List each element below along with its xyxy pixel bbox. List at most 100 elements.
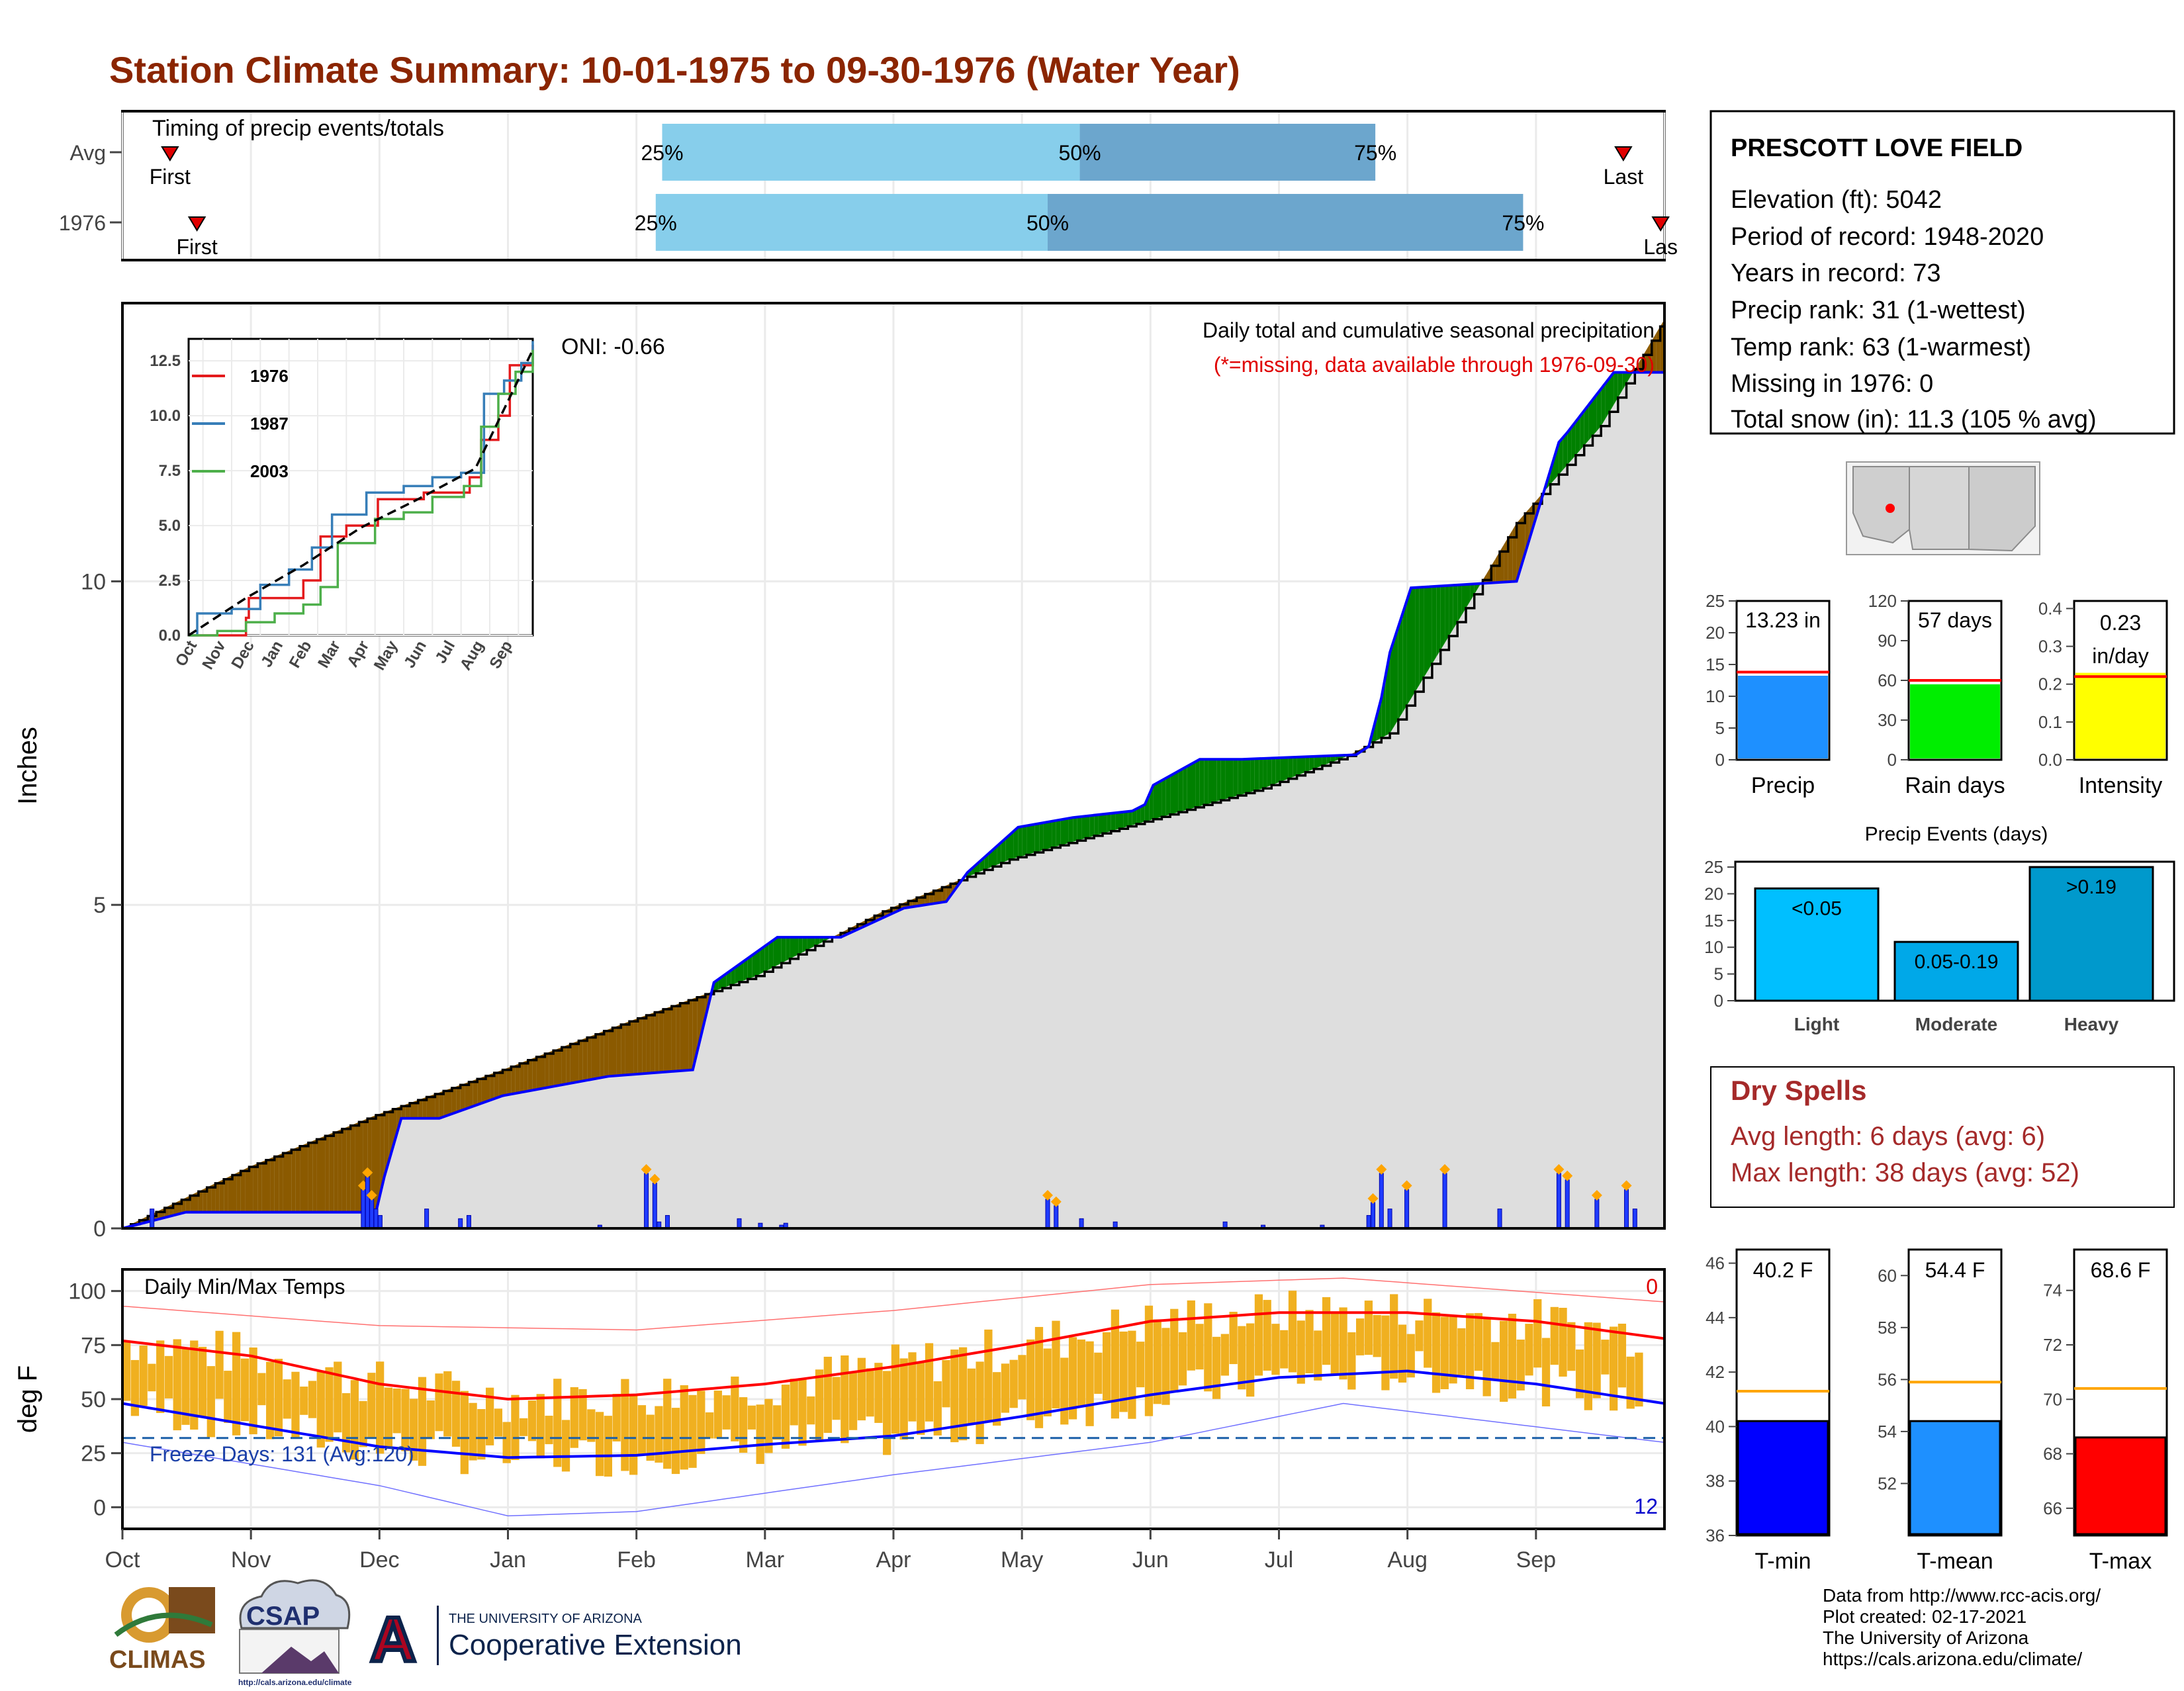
events-bar-range: <0.05 [1792,897,1842,919]
timing-percent-label: 75% [1502,211,1544,235]
inset-y-tick-label: 10.0 [150,407,181,425]
month-label: Nov [231,1547,271,1573]
heavy-precip-marker [1562,1170,1573,1181]
credit-data-source: Data from http://www.rcc-acis.org/ [1823,1585,2101,1606]
anomaly-fill-segment [997,842,1001,865]
temp-bar-t-min [1737,1420,1829,1535]
timing-percent-label: 50% [1026,211,1069,235]
timing-bar-50-75 [1079,124,1376,181]
anomaly-fill-segment [1322,756,1327,766]
anomaly-fill-segment [523,1060,528,1092]
anomaly-fill-segment [253,1163,258,1212]
anomaly-fill-segment [1034,823,1040,852]
heavy-precip-marker [366,1190,377,1201]
inset-y-tick-label: 0.0 [159,627,181,645]
daily-temp-bar [857,1357,866,1421]
temp-y-tick-label: 100 [68,1279,106,1304]
anomaly-fill-segment [1064,818,1069,845]
csap-logo-mountains [261,1647,339,1673]
anomaly-fill-segment [1596,388,1602,432]
anomaly-fill-segment [426,1095,431,1119]
anomaly-fill-segment [1318,756,1322,768]
daily-temp-bar [553,1379,562,1467]
dry-spells-avg: Avg length: 6 days (avg: 6) [1731,1122,2045,1151]
daily-temp-bar [781,1385,790,1449]
daily-temp-bar [713,1391,722,1439]
daily-temp-bar [1195,1324,1204,1370]
month-label: Jan [490,1547,526,1573]
daily-temp-bar [841,1355,849,1443]
hot-days-count: 0 [1646,1275,1658,1299]
anomaly-fill-segment [270,1156,275,1212]
anomaly-fill-segment [261,1160,266,1212]
anomaly-fill-segment [1119,811,1124,829]
anomaly-fill-segment [1280,757,1285,782]
page-title: Station Climate Summary: 10-01-1975 to 0… [109,49,1240,91]
daily-temp-bar [1288,1291,1297,1373]
daily-temp-bar [1500,1320,1508,1402]
events-category-label: Light [1794,1014,1839,1034]
anomaly-fill-segment [1216,759,1221,801]
daily-temp-bar [976,1361,984,1444]
temp-bar-value: 68.6 F [2091,1258,2151,1282]
daily-temp-bar [376,1361,385,1454]
daily-temp-bar [536,1394,545,1459]
anomaly-fill-segment [1022,825,1027,856]
csap-logo: CSAP http://cals.arizona.edu/climate [238,1579,352,1687]
daily-temp-bar [130,1359,140,1416]
anomaly-fill-segment [815,937,820,946]
anomaly-fill-segment [1580,410,1584,451]
daily-temp-bar [224,1371,232,1423]
daily-temp-bar [1144,1305,1154,1416]
anomaly-fill-segment [249,1165,253,1212]
anomaly-fill-segment [731,967,735,985]
anomaly-fill-segment [1453,584,1458,629]
station-years: Years in record: 73 [1731,259,1941,287]
anomaly-fill-segment [764,943,769,972]
anomaly-fill-segment [211,1183,216,1212]
inset-legend-label-1976: 1976 [250,366,289,386]
daily-temp-bar [899,1358,908,1440]
daily-temp-bar [671,1408,680,1475]
daily-temp-bar [1001,1363,1010,1413]
daily-temp-bar [1170,1308,1179,1393]
oni-value: ONI: -0.66 [561,334,665,359]
cumulative-1976-line [122,371,1664,1230]
daily-temp-bar [1449,1316,1457,1384]
anomaly-fill-segment [1571,422,1576,461]
anomaly-fill-segment [701,994,705,1035]
anomaly-fill-segment [451,1086,457,1114]
daily-precip-bar [1556,1173,1561,1229]
events-bar-moderate [1893,940,2019,1002]
anomaly-fill-segment [768,940,774,970]
temp-bar-y-tick-label: 46 [1706,1254,1725,1273]
anomaly-fill-segment [1094,815,1099,836]
events-plot: 0 5 10 15 20 25 <0.05 Light 0.05-0.19 Moderate >0.… [1704,857,2175,1034]
anomaly-fill-segment [287,1150,292,1212]
anomaly-fill-segment [350,1124,355,1212]
anomaly-fill-segment [600,1030,604,1078]
station-elevation: Elevation (ft): 5042 [1731,186,1942,214]
anomaly-fill-segment [431,1094,435,1119]
anomaly-fill-segment [1406,588,1411,706]
daily-temp-bar [266,1361,275,1440]
daily-precip-bar [1632,1209,1637,1229]
anomaly-fill-segment [1288,757,1293,779]
credit-plot-date: Plot created: 02-17-2021 [1823,1606,2026,1627]
daily-temp-bar [1119,1331,1128,1412]
anomaly-fill-segment [566,1044,570,1084]
anomaly-fill-segment [1052,820,1056,848]
precip-y-label: Inches [13,727,42,805]
daily-temp-bar [1220,1334,1229,1376]
anomaly-fill-segment [1555,442,1559,480]
daily-temp-bar [502,1422,511,1463]
dry-spells-frame [1710,1066,2175,1208]
anomaly-fill-segment [1005,835,1010,862]
anomaly-fill-segment [1195,759,1200,807]
anomaly-fill-segment [659,1009,664,1073]
heavy-precip-marker [1401,1180,1412,1191]
anomaly-fill-segment [295,1146,300,1212]
summary-bar-rain-days [1910,684,2000,758]
summary-bar-y-tick-label: 30 [1878,710,1897,730]
anomaly-fill-segment [760,946,765,974]
